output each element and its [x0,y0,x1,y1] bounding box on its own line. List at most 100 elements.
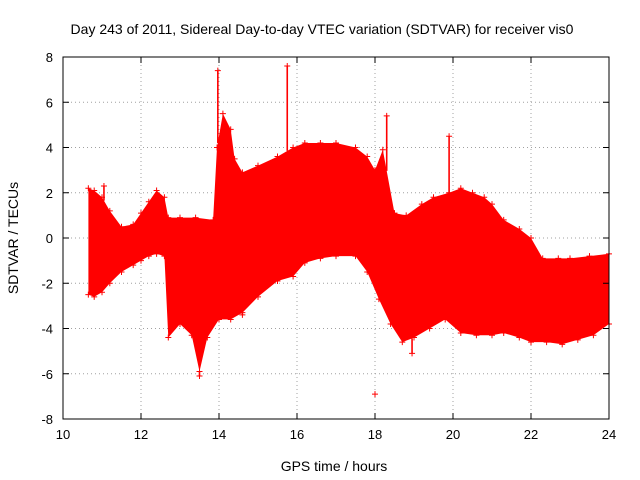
envelope-min-point [165,334,172,341]
envelope-max-point [403,212,410,219]
envelope-max-point [333,139,339,146]
y-tick-label: 6 [46,95,53,110]
envelope-max-point [165,214,172,221]
envelope-min-point [426,325,433,332]
x-tick-label: 20 [446,427,460,442]
envelope-min-point [204,334,211,341]
x-axis-label: GPS time / hours [281,458,388,474]
envelope-max-point [153,187,160,194]
envelope-min-point [590,332,597,339]
envelope-min-point [364,268,371,275]
x-tick-label: 18 [368,427,382,442]
envelope-max-point [161,194,168,201]
envelope-min-point [333,253,339,260]
envelope-min-point [559,341,566,348]
x-tick-label: 14 [212,427,226,442]
envelope-max-point [192,214,199,221]
sdtvar-spike-point [383,112,390,119]
envelope-min-point [177,320,183,327]
envelope-min-point [161,253,168,260]
envelope-min-point [99,289,105,296]
envelope-max-point [430,194,437,201]
chart-title: Day 243 of 2011, Sidereal Day-to-day VTE… [71,21,574,37]
sdtvar-spike-point [500,327,507,334]
envelope-max-point [586,253,593,260]
envelope-max-point [500,216,507,223]
y-tick-label: 0 [46,231,53,246]
envelope-max-point [481,194,488,201]
envelope-min-point [255,293,261,300]
envelope-min-point [411,334,417,341]
envelope-min-point [442,316,449,323]
sdtvar-spike-point [239,311,246,318]
envelope-max-point [274,153,281,160]
envelope-max-point [91,187,98,194]
envelope-min-point [301,259,308,266]
sdtvar-spike-point [284,63,291,70]
data-layer [85,63,612,398]
envelope-min-point [489,332,495,339]
envelope-max-point [106,207,113,214]
sdtvar-spike-point [446,133,453,140]
y-tick-label: -8 [41,412,53,427]
envelope-min-point [574,336,581,343]
envelope-min-point [399,339,406,346]
envelope-max-point [567,255,573,262]
envelope-min-point [352,253,359,260]
envelope-max-point [301,139,308,146]
envelope-max-point [379,146,386,153]
envelope-min-point [106,280,113,287]
envelope-max-point [130,221,137,228]
envelope-max-point [555,255,562,262]
envelope-max-point [177,214,183,221]
envelope-max-point [391,210,398,217]
envelope-min-point [153,250,160,257]
x-tick-label: 10 [56,427,70,442]
envelope-min-point [516,334,523,341]
envelope-min-point [216,316,222,323]
envelope-min-point [473,332,480,339]
envelope-max-point [145,198,152,205]
y-tick-label: -2 [41,276,53,291]
envelope-max-point [227,126,234,133]
envelope-max-point [469,189,476,196]
envelope-max-point [85,185,92,192]
y-tick-label: 2 [46,186,53,201]
sdtvar-spike-point [100,182,107,189]
x-tick-label: 16 [290,427,304,442]
x-tick-label: 12 [134,427,148,442]
envelope-max-point [231,155,238,162]
envelope-max-point [352,144,359,151]
envelope-min-point [91,293,98,300]
envelope-max-point [489,201,495,208]
envelope-min-point [138,257,144,264]
sdtvar-spike-point [196,373,203,380]
envelope-max-point [516,225,523,232]
envelope-max-point [214,144,221,151]
sdtvar-spike-point [214,67,221,74]
x-tick-label: 22 [524,427,538,442]
envelope-max-point [418,201,425,208]
envelope-min-point [274,277,281,284]
envelope-min-point [457,330,464,337]
envelope-min-point [387,320,394,327]
y-axis-label: SDTVAR / TECUs [5,182,21,294]
sdtvar-envelope [88,113,609,372]
envelope-max-point [255,162,261,169]
envelope-max-point [372,167,378,174]
envelope-min-point [188,332,195,339]
envelope-max-point [528,235,534,241]
envelope-max-point [210,216,217,223]
y-tick-label: 8 [46,50,53,65]
y-tick-label: 4 [46,141,53,156]
envelope-min-point [85,291,92,298]
envelope-min-point [317,255,324,262]
envelope-max-point [457,185,464,192]
envelope-max-point [290,144,297,151]
envelope-min-point [130,262,137,269]
y-tick-label: -4 [41,322,53,337]
sdtvar-outlier-point [372,391,378,398]
envelope-min-point [543,339,550,346]
